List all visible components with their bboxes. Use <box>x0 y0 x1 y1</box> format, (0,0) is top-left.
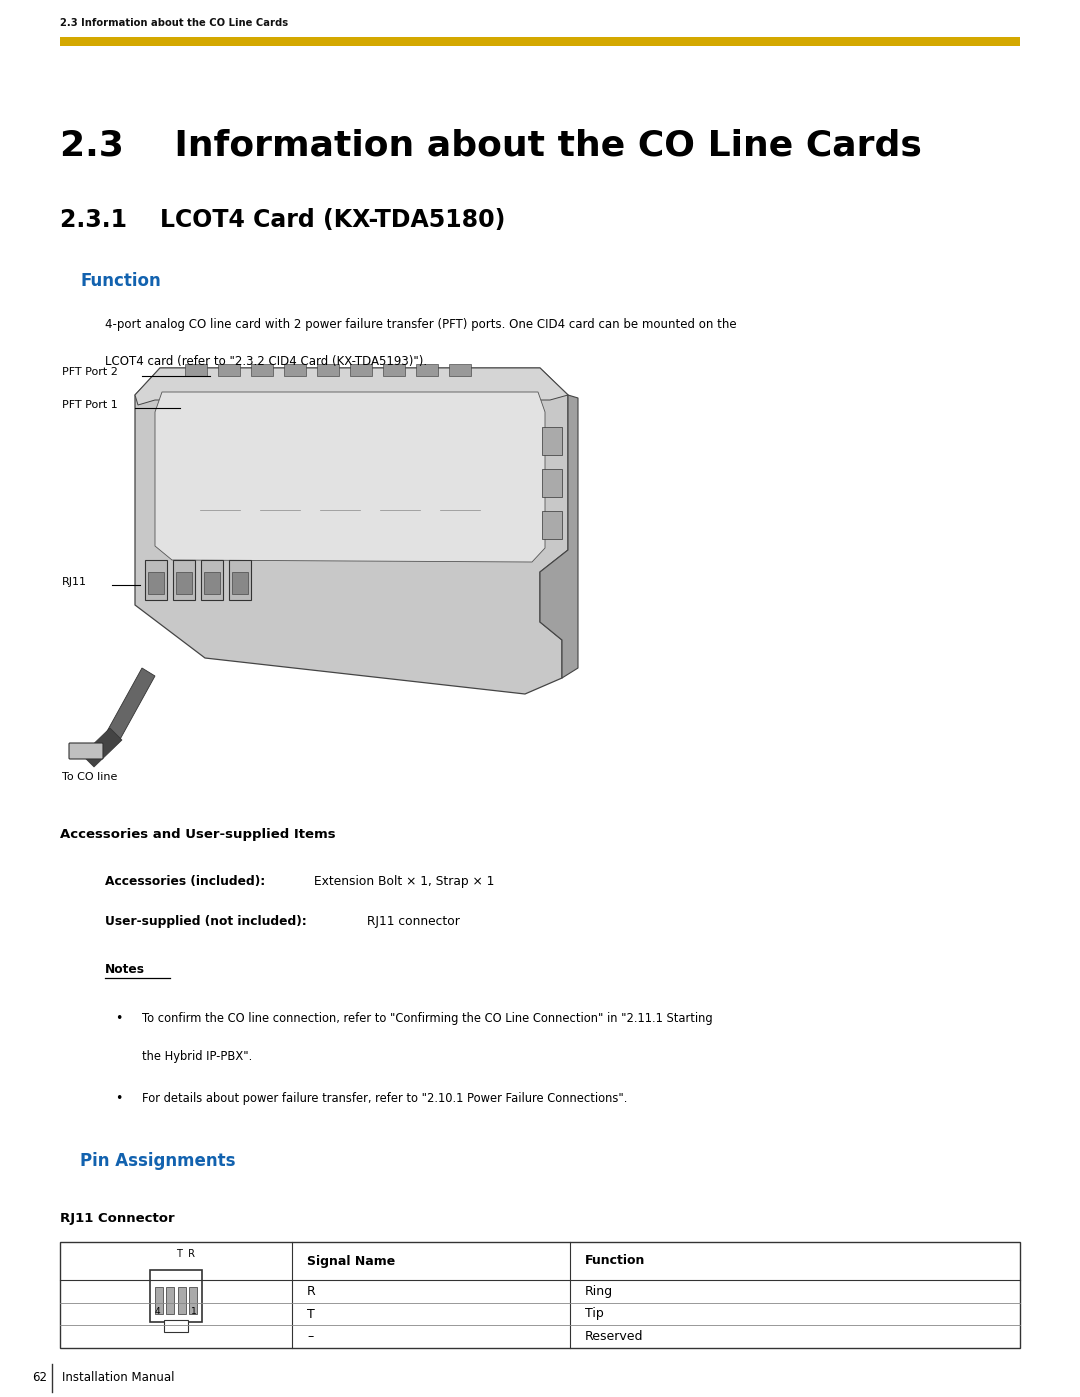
Text: Ring: Ring <box>585 1285 613 1298</box>
Polygon shape <box>135 367 568 405</box>
Text: –: – <box>307 1330 313 1343</box>
Bar <box>60 1242 1020 1348</box>
Text: Tip: Tip <box>585 1308 604 1320</box>
Bar <box>229 560 251 599</box>
Bar <box>176 571 192 594</box>
Bar <box>145 560 167 599</box>
Text: 2.3 Information about the CO Line Cards: 2.3 Information about the CO Line Cards <box>60 18 288 28</box>
Text: For details about power failure transfer, refer to "2.10.1 Power Failure Connect: For details about power failure transfer… <box>141 1092 627 1105</box>
Bar <box>218 365 240 376</box>
Text: Extension Bolt × 1, Strap × 1: Extension Bolt × 1, Strap × 1 <box>310 875 495 888</box>
Text: R: R <box>307 1285 315 1298</box>
FancyBboxPatch shape <box>69 743 103 759</box>
Text: Notes: Notes <box>105 963 145 977</box>
Polygon shape <box>82 728 122 767</box>
Bar <box>164 1320 188 1331</box>
Text: 2.3    Information about the CO Line Cards: 2.3 Information about the CO Line Cards <box>60 129 922 162</box>
Bar <box>156 1287 163 1315</box>
Bar <box>150 1270 202 1322</box>
Text: the Hybrid IP-PBX".: the Hybrid IP-PBX". <box>141 1051 253 1063</box>
Text: •: • <box>114 1011 122 1025</box>
Text: PFT Port 2: PFT Port 2 <box>62 367 118 377</box>
Text: User-supplied (not included):: User-supplied (not included): <box>105 915 307 928</box>
Text: LCOT4 card (refer to "2.3.2 CID4 Card (KX-TDA5193)").: LCOT4 card (refer to "2.3.2 CID4 Card (K… <box>105 355 427 367</box>
Polygon shape <box>135 367 568 694</box>
Bar <box>542 469 562 497</box>
Text: 62: 62 <box>32 1372 48 1384</box>
Bar <box>350 365 372 376</box>
Bar <box>542 511 562 539</box>
Text: To confirm the CO line connection, refer to "Confirming the CO Line Connection" : To confirm the CO line connection, refer… <box>141 1011 713 1025</box>
Bar <box>189 1287 197 1315</box>
Bar <box>542 427 562 455</box>
Text: Installation Manual: Installation Manual <box>62 1372 175 1384</box>
Bar <box>449 365 471 376</box>
Text: Function: Function <box>80 272 161 291</box>
Text: Reserved: Reserved <box>585 1330 644 1343</box>
Bar <box>166 1287 174 1315</box>
Bar <box>148 571 164 594</box>
Text: RJ11: RJ11 <box>62 577 87 587</box>
Text: RJ11 connector: RJ11 connector <box>363 915 460 928</box>
Bar <box>318 365 339 376</box>
Text: •: • <box>114 1092 122 1105</box>
Text: Accessories and User-supplied Items: Accessories and User-supplied Items <box>60 828 336 841</box>
Bar <box>204 571 220 594</box>
Bar <box>383 365 405 376</box>
Text: RJ11 Connector: RJ11 Connector <box>60 1213 175 1225</box>
Text: 1: 1 <box>191 1308 197 1316</box>
Text: PFT Port 1: PFT Port 1 <box>62 400 118 409</box>
Text: 2.3.1    LCOT4 Card (KX-TDA5180): 2.3.1 LCOT4 Card (KX-TDA5180) <box>60 208 505 232</box>
Text: Pin Assignments: Pin Assignments <box>80 1153 235 1171</box>
Bar <box>232 571 248 594</box>
Bar <box>173 560 195 599</box>
Text: T: T <box>307 1308 314 1320</box>
Polygon shape <box>156 393 545 562</box>
Text: Signal Name: Signal Name <box>307 1255 395 1267</box>
Text: 4-port analog CO line card with 2 power failure transfer (PFT) ports. One CID4 c: 4-port analog CO line card with 2 power … <box>105 319 737 331</box>
Bar <box>60 36 1020 46</box>
Bar <box>185 365 207 376</box>
Text: Accessories (included):: Accessories (included): <box>105 875 266 888</box>
Text: Function: Function <box>585 1255 646 1267</box>
Bar <box>178 1287 186 1315</box>
Polygon shape <box>105 668 156 743</box>
Text: T  R: T R <box>176 1249 195 1259</box>
Bar <box>251 365 273 376</box>
Text: 4: 4 <box>156 1308 161 1316</box>
Polygon shape <box>540 395 578 678</box>
Bar <box>416 365 438 376</box>
Bar <box>284 365 306 376</box>
Bar <box>201 560 222 599</box>
Text: To CO line: To CO line <box>62 773 118 782</box>
